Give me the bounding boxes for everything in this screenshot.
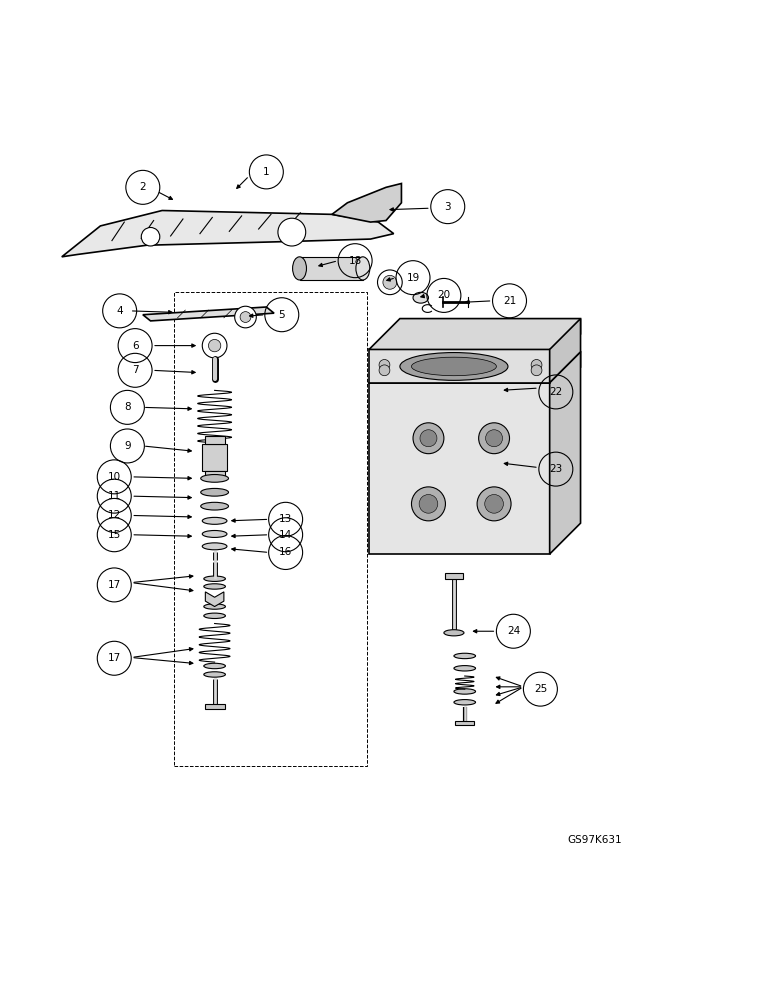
- Polygon shape: [550, 319, 581, 383]
- Circle shape: [411, 487, 445, 521]
- Text: 16: 16: [279, 547, 293, 557]
- Ellipse shape: [204, 672, 225, 677]
- Text: 5: 5: [279, 310, 285, 320]
- Ellipse shape: [204, 584, 225, 589]
- Ellipse shape: [201, 475, 229, 482]
- Polygon shape: [62, 211, 394, 257]
- Text: 15: 15: [107, 530, 121, 540]
- Polygon shape: [550, 352, 581, 554]
- Circle shape: [379, 365, 390, 376]
- Text: 2: 2: [140, 182, 146, 192]
- Ellipse shape: [454, 653, 476, 659]
- Polygon shape: [143, 307, 274, 321]
- Polygon shape: [205, 592, 224, 607]
- Polygon shape: [369, 352, 581, 383]
- Circle shape: [531, 365, 542, 376]
- Ellipse shape: [356, 257, 370, 280]
- Ellipse shape: [201, 502, 229, 510]
- Polygon shape: [332, 183, 401, 222]
- Ellipse shape: [202, 530, 227, 537]
- Bar: [205, 704, 225, 709]
- Bar: [455, 721, 474, 725]
- Ellipse shape: [202, 543, 227, 550]
- Circle shape: [485, 495, 503, 513]
- Ellipse shape: [413, 292, 428, 303]
- Text: 11: 11: [107, 491, 121, 501]
- Text: 17: 17: [107, 580, 121, 590]
- Text: 21: 21: [503, 296, 516, 306]
- Text: 18: 18: [348, 256, 362, 266]
- Bar: [205, 471, 225, 479]
- Circle shape: [531, 359, 542, 370]
- Circle shape: [419, 495, 438, 513]
- Text: 20: 20: [437, 290, 451, 300]
- Ellipse shape: [204, 576, 225, 581]
- Ellipse shape: [202, 517, 227, 524]
- Ellipse shape: [204, 663, 225, 669]
- Ellipse shape: [400, 353, 508, 380]
- Text: 7: 7: [132, 365, 138, 375]
- Ellipse shape: [204, 613, 225, 619]
- Ellipse shape: [454, 666, 476, 671]
- Text: 4: 4: [117, 306, 123, 316]
- Text: 1: 1: [263, 167, 269, 177]
- Circle shape: [486, 430, 503, 447]
- Circle shape: [208, 339, 221, 352]
- Circle shape: [240, 312, 251, 322]
- Circle shape: [420, 430, 437, 447]
- Circle shape: [278, 218, 306, 246]
- Text: 8: 8: [124, 402, 130, 412]
- Ellipse shape: [454, 689, 476, 694]
- Ellipse shape: [411, 357, 496, 376]
- Circle shape: [413, 423, 444, 454]
- Text: GS97K631: GS97K631: [567, 835, 621, 845]
- Bar: [205, 436, 225, 444]
- Text: 17: 17: [107, 653, 121, 663]
- Text: 19: 19: [406, 273, 420, 283]
- Text: 6: 6: [132, 341, 138, 351]
- Ellipse shape: [444, 630, 464, 636]
- Bar: [445, 573, 463, 579]
- Text: 9: 9: [124, 441, 130, 451]
- Circle shape: [378, 270, 402, 295]
- Circle shape: [235, 306, 256, 328]
- Ellipse shape: [454, 700, 476, 705]
- Circle shape: [379, 359, 390, 370]
- Ellipse shape: [201, 488, 229, 496]
- Polygon shape: [369, 383, 550, 554]
- Circle shape: [202, 333, 227, 358]
- Text: 10: 10: [107, 472, 121, 482]
- Polygon shape: [369, 319, 581, 349]
- Text: 12: 12: [107, 510, 121, 520]
- Circle shape: [479, 423, 510, 454]
- Text: 3: 3: [445, 202, 451, 212]
- Text: 23: 23: [549, 464, 563, 474]
- Bar: [300, 257, 363, 280]
- Circle shape: [383, 275, 397, 289]
- Text: 24: 24: [506, 626, 520, 636]
- Polygon shape: [369, 349, 550, 383]
- Ellipse shape: [204, 604, 225, 609]
- Circle shape: [141, 227, 160, 246]
- Text: 22: 22: [549, 387, 563, 397]
- Text: 25: 25: [533, 684, 547, 694]
- Circle shape: [477, 487, 511, 521]
- Text: 14: 14: [279, 530, 293, 540]
- Text: 13: 13: [279, 514, 293, 524]
- Ellipse shape: [293, 257, 306, 280]
- Bar: [202, 444, 227, 471]
